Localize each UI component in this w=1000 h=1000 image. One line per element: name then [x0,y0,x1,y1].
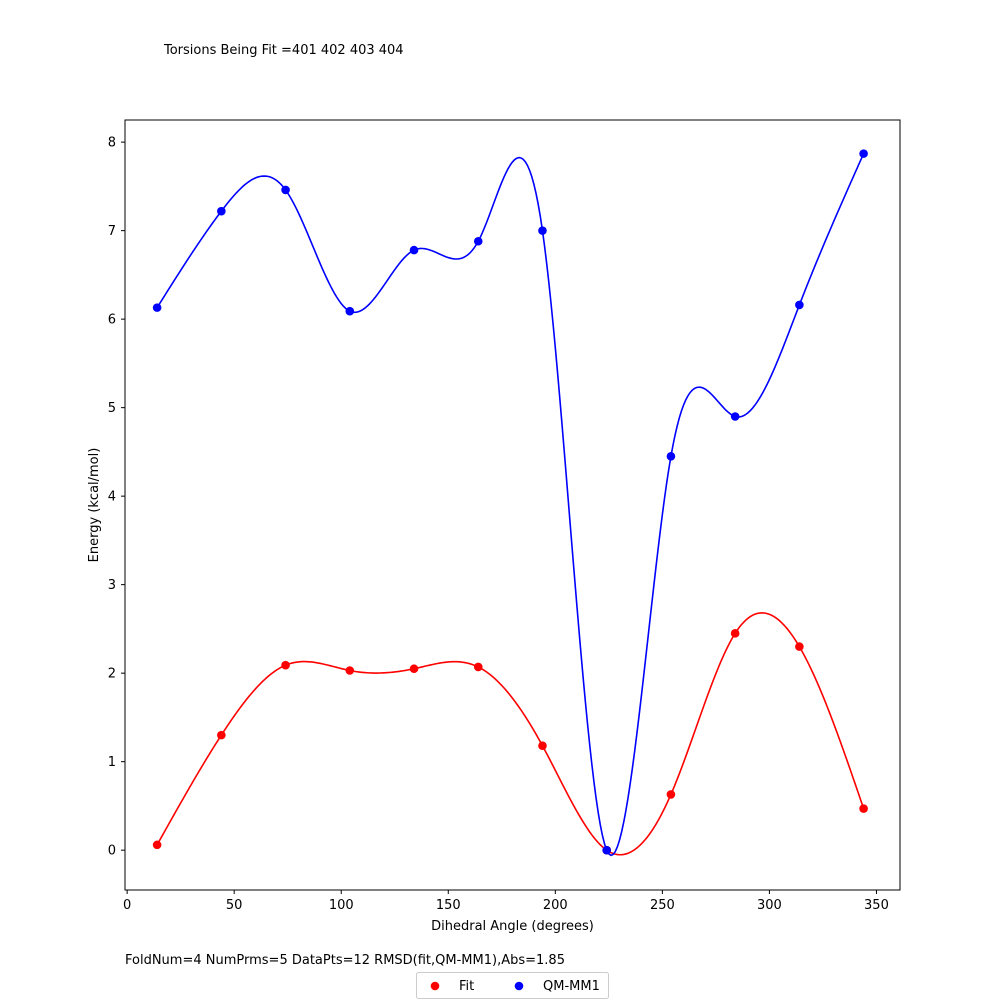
series-line-fit [156,612,865,856]
y-axis-label: Energy (kcal/mol) [87,448,102,563]
legend-marker-fit [430,981,440,991]
data-point-fit [859,804,868,813]
data-point-fit [666,790,676,799]
x-tick-label: 200 [543,898,568,913]
legend-marker-qm-mm1 [514,981,524,991]
data-point-fit [730,629,740,638]
data-point-fit [152,840,162,850]
series-line-qm-mm1 [156,153,865,857]
y-tick-label: 7 [108,224,116,239]
y-tick-label: 0 [108,844,116,859]
legend: Fit QM-MM1 [416,972,609,999]
x-axis: 0 50 100 150 200 250 300 350 [123,890,889,913]
x-tick-label: 100 [329,898,354,913]
data-point-qm-mm1 [345,306,355,316]
chart-header: Torsions Being Fit =401 402 403 404 [163,43,404,58]
data-point-qm-mm1 [281,185,290,195]
data-point-qm-mm1 [795,300,804,310]
data-point-qm-mm1 [602,845,611,855]
chart-footer: FoldNum=4 NumPrms=5 DataPts=12 RMSD(fit,… [125,953,565,968]
y-axis: 0 1 2 3 4 5 6 7 8 [108,136,125,859]
y-tick-label: 3 [108,578,116,593]
data-point-fit [217,730,226,740]
x-tick-label: 350 [864,898,889,913]
x-tick-label: 0 [123,898,131,913]
x-tick-label: 150 [436,898,461,913]
y-tick-label: 8 [108,136,116,151]
legend-frame [416,972,609,999]
y-tick-label: 6 [108,313,116,328]
data-point-qm-mm1 [217,206,226,216]
y-tick-label: 4 [108,490,116,505]
data-point-qm-mm1 [666,452,676,461]
data-point-qm-mm1 [152,303,162,312]
data-point-fit [473,662,483,672]
data-point-qm-mm1 [538,226,547,235]
data-point-fit [409,664,419,674]
x-tick-label: 50 [226,898,243,913]
legend-label-fit: Fit [459,979,474,994]
plot-area [152,149,868,857]
legend-label-qm-mm1: QM-MM1 [543,979,600,994]
data-point-fit [281,660,290,670]
data-point-qm-mm1 [859,149,868,158]
data-point-fit [795,642,804,651]
axes-frame [124,119,901,891]
x-tick-label: 250 [650,898,675,913]
x-tick-label: 300 [757,898,782,913]
data-point-fit [538,741,547,751]
data-point-qm-mm1 [730,412,740,421]
data-point-qm-mm1 [473,236,483,246]
y-tick-label: 1 [108,755,116,770]
y-tick-label: 5 [108,401,116,416]
data-point-fit [345,666,355,675]
y-tick-label: 2 [108,667,116,682]
data-point-qm-mm1 [409,245,419,255]
x-axis-label: Dihedral Angle (degrees) [431,919,594,934]
